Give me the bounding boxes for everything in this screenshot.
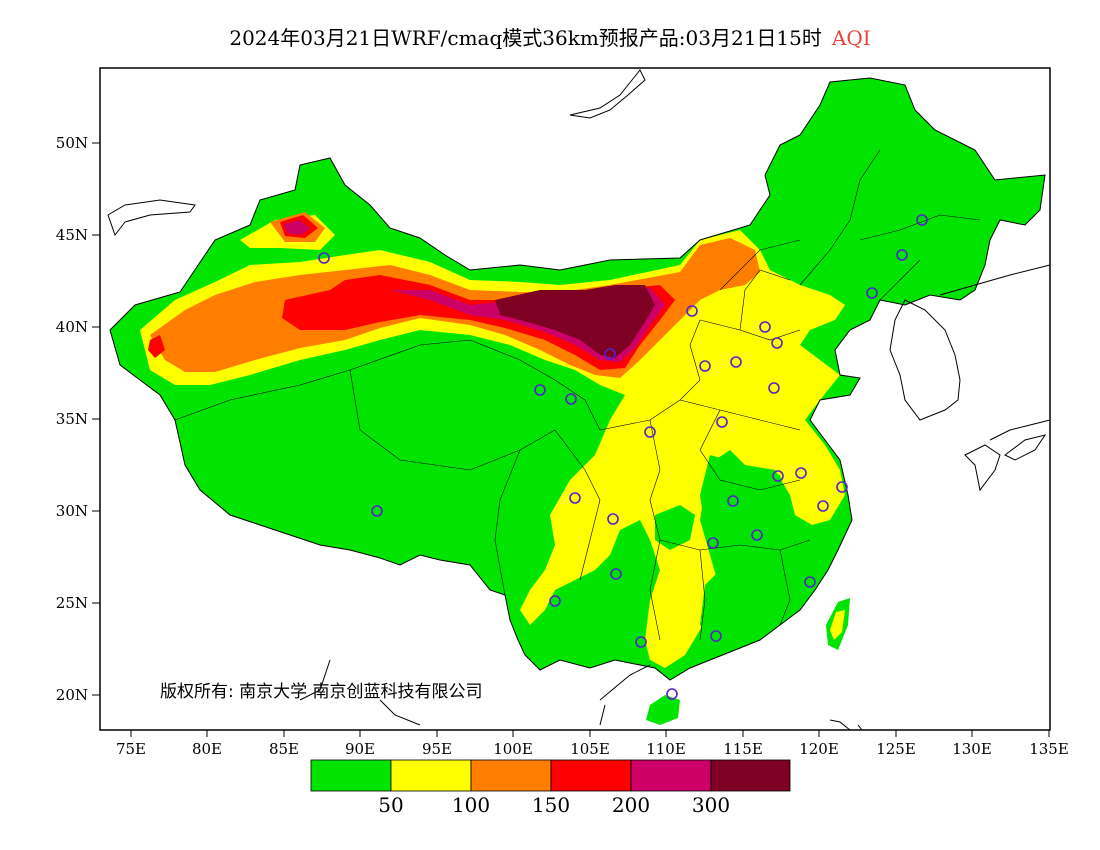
lon-tick-label: 120E bbox=[799, 740, 839, 758]
aqi-zone-green-c bbox=[655, 505, 695, 550]
city-marker bbox=[916, 214, 928, 226]
city-marker bbox=[604, 348, 616, 360]
city-marker bbox=[707, 537, 719, 549]
city-marker bbox=[727, 495, 739, 507]
lat-tick-label: 45N bbox=[56, 226, 88, 244]
city-marker bbox=[817, 500, 829, 512]
legend-label: 200 bbox=[612, 793, 650, 817]
legend-swatch-purple bbox=[630, 759, 712, 792]
copyright-text: 版权所有: 南京大学 南京创蓝科技有限公司 bbox=[160, 682, 483, 702]
city-marker bbox=[686, 305, 698, 317]
aqi-zone-green-se bbox=[700, 455, 790, 555]
legend-swatch-red bbox=[550, 759, 632, 792]
aqi-zone-red-west bbox=[148, 335, 165, 358]
lat-tick-label: 40N bbox=[56, 318, 88, 336]
city-marker bbox=[716, 416, 728, 428]
lon-tick-label: 130E bbox=[952, 740, 992, 758]
lon-axis bbox=[130, 730, 1050, 737]
city-marker bbox=[318, 252, 330, 264]
city-marker bbox=[896, 249, 908, 261]
lon-tick-label: 90E bbox=[345, 740, 375, 758]
china-border bbox=[109, 77, 1046, 681]
legend-swatch-yellow bbox=[390, 759, 472, 792]
city-marker bbox=[569, 492, 581, 504]
aqi-zone-purple-ts bbox=[284, 220, 310, 235]
city-marker bbox=[771, 337, 783, 349]
legend: 50 100 150 200 300 bbox=[310, 759, 791, 817]
city-marker bbox=[565, 393, 577, 405]
lon-tick-label: 80E bbox=[192, 740, 222, 758]
aqi-zone-green bbox=[110, 78, 1045, 680]
city-marker bbox=[751, 529, 763, 541]
city-marker bbox=[836, 481, 848, 493]
lon-tick-label: 85E bbox=[269, 740, 299, 758]
city-marker bbox=[644, 426, 656, 438]
city-markers bbox=[318, 214, 928, 700]
city-marker bbox=[371, 505, 383, 517]
legend-label: 150 bbox=[532, 793, 570, 817]
aqi-zone-maroon bbox=[495, 285, 655, 358]
title-text: 2024年03月21日WRF/cmaq模式36km预报产品:03月21日15时 bbox=[229, 26, 822, 50]
city-marker bbox=[635, 636, 647, 648]
city-marker bbox=[768, 382, 780, 394]
hainan-green bbox=[646, 695, 680, 725]
city-marker bbox=[534, 384, 546, 396]
lat-tick-label: 35N bbox=[56, 410, 88, 428]
lon-tick-label: 105E bbox=[570, 740, 610, 758]
aqi-zone-green-sc bbox=[700, 555, 800, 640]
lon-tick-label: 125E bbox=[876, 740, 916, 758]
lat-labels: 50N 45N 40N 35N 30N 25N 20N bbox=[56, 134, 88, 704]
city-marker bbox=[666, 688, 678, 700]
city-marker bbox=[549, 595, 561, 607]
taiwan-yellow bbox=[830, 610, 845, 640]
lon-labels: 75E 80E 85E 90E 95E 100E 105E 110E 115E … bbox=[116, 740, 1069, 758]
lon-tick-label: 100E bbox=[493, 740, 533, 758]
city-marker bbox=[699, 360, 711, 372]
lon-tick-label: 95E bbox=[422, 740, 452, 758]
lat-tick-label: 20N bbox=[56, 686, 88, 704]
city-marker bbox=[795, 467, 807, 479]
city-marker bbox=[607, 513, 619, 525]
lon-tick-label: 135E bbox=[1029, 740, 1069, 758]
lon-tick-label: 115E bbox=[723, 740, 763, 758]
lat-tick-label: 30N bbox=[56, 502, 88, 520]
coastlines bbox=[107, 69, 1051, 731]
province-borders bbox=[174, 149, 981, 641]
legend-label: 100 bbox=[452, 793, 490, 817]
map-title: 2024年03月21日WRF/cmaq模式36km预报产品:03月21日15时 A… bbox=[0, 22, 1100, 51]
legend-swatch-maroon bbox=[710, 759, 791, 792]
lon-tick-label: 75E bbox=[116, 740, 146, 758]
legend-label: 50 bbox=[378, 793, 403, 817]
aqi-field bbox=[110, 78, 1045, 725]
copyright: 版权所有: 南京大学 南京创蓝科技有限公司 bbox=[160, 682, 483, 702]
lat-tick-label: 50N bbox=[56, 134, 88, 152]
legend-swatch-orange bbox=[470, 759, 552, 792]
city-marker bbox=[804, 576, 816, 588]
aqi-zone-green-sw bbox=[555, 580, 640, 655]
lat-tick-label: 25N bbox=[56, 594, 88, 612]
city-marker bbox=[730, 356, 742, 368]
city-marker bbox=[866, 287, 878, 299]
title-variable: AQI bbox=[831, 26, 871, 50]
lat-axis bbox=[92, 142, 100, 696]
city-marker bbox=[772, 470, 784, 482]
lon-tick-label: 110E bbox=[646, 740, 686, 758]
city-marker bbox=[610, 568, 622, 580]
legend-swatch-green bbox=[310, 759, 392, 792]
city-marker bbox=[759, 321, 771, 333]
legend-label: 300 bbox=[692, 793, 730, 817]
city-marker bbox=[710, 630, 722, 642]
